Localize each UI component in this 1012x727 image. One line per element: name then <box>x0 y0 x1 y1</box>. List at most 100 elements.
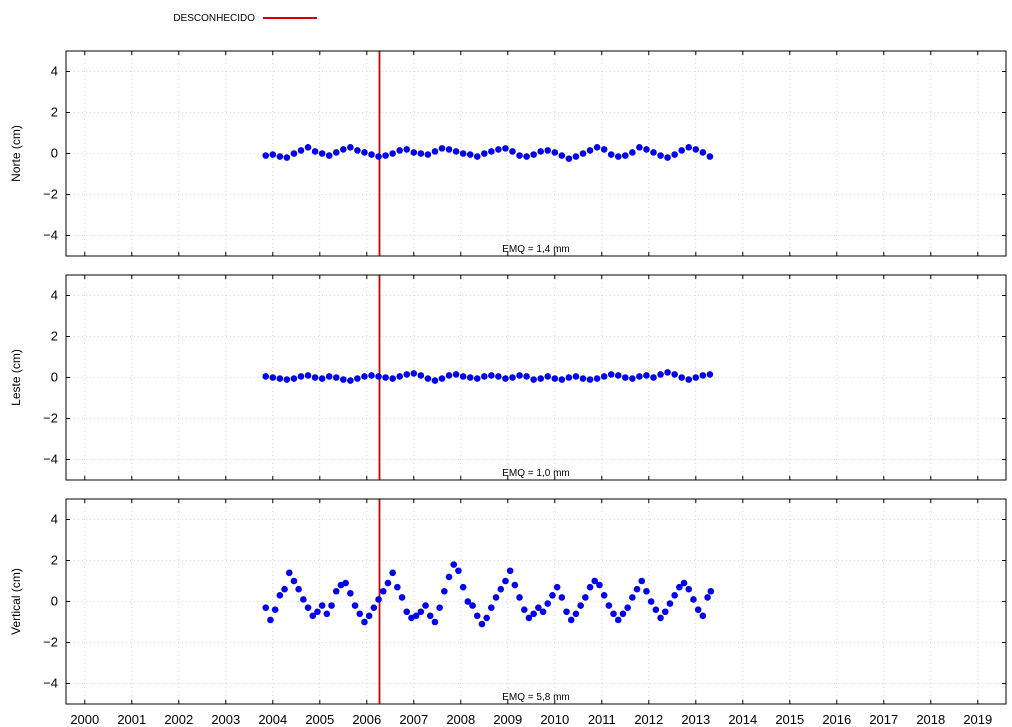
y-axis-label: Vertical (cm) <box>9 568 23 635</box>
data-point <box>417 608 425 616</box>
data-point <box>579 375 587 382</box>
x-tick-label: 2018 <box>916 712 945 727</box>
data-point <box>636 144 643 151</box>
data-point <box>692 374 700 381</box>
data-point <box>622 152 629 159</box>
data-point <box>699 612 707 620</box>
data-point <box>297 147 305 154</box>
data-point <box>553 583 561 591</box>
data-point <box>473 375 481 382</box>
data-point <box>516 372 523 379</box>
data-point <box>664 369 671 376</box>
data-point <box>403 608 411 616</box>
data-point <box>516 594 523 601</box>
data-point <box>285 569 293 577</box>
data-point <box>276 375 284 382</box>
data-point <box>572 153 580 160</box>
data-point <box>511 581 519 589</box>
data-point <box>466 151 474 158</box>
data-point <box>396 147 404 154</box>
data-point <box>431 618 439 626</box>
data-point <box>488 148 495 155</box>
data-point <box>530 151 537 158</box>
x-tick-label: 2004 <box>258 712 287 727</box>
data-point <box>356 610 364 618</box>
data-point <box>318 602 326 609</box>
data-point <box>544 600 552 607</box>
data-point <box>495 373 502 380</box>
data-point <box>558 594 566 601</box>
data-point <box>304 144 312 151</box>
x-tick-label: 2006 <box>352 712 381 727</box>
data-point <box>676 583 683 591</box>
y-tick-label: 2 <box>51 553 58 568</box>
data-point <box>704 594 711 601</box>
data-point <box>365 612 373 620</box>
x-tick-label: 2000 <box>70 712 99 727</box>
x-tick-label: 2005 <box>305 712 334 727</box>
data-point <box>325 152 333 159</box>
data-point <box>502 375 509 382</box>
data-point <box>311 374 319 381</box>
data-point <box>605 602 613 609</box>
x-tick-label: 2009 <box>493 712 522 727</box>
y-axis-label: Norte (cm) <box>9 125 23 182</box>
emq-label: EMQ = 1,4 mm <box>502 244 570 255</box>
data-point <box>469 602 476 609</box>
data-point <box>426 612 434 620</box>
data-point <box>706 153 714 160</box>
data-point <box>650 149 657 156</box>
data-point <box>671 592 678 599</box>
x-tick-label: 2003 <box>211 712 240 727</box>
data-point <box>685 376 693 383</box>
data-point <box>384 579 392 587</box>
x-tick-label: 2001 <box>117 712 146 727</box>
data-point <box>276 153 284 160</box>
data-point <box>436 604 443 611</box>
data-point <box>657 614 664 622</box>
data-point <box>537 375 544 382</box>
data-point <box>332 149 340 156</box>
data-point <box>262 152 270 159</box>
panel-norte: −4 −2 0 2 4 Norte (cm) EMQ = 1,4 mm <box>9 50 1007 257</box>
data-point <box>495 146 502 153</box>
data-point <box>323 610 331 618</box>
data-point <box>636 373 643 380</box>
data-point <box>304 372 312 379</box>
data-point <box>473 153 481 160</box>
data-point <box>706 371 714 378</box>
data-point <box>389 375 396 382</box>
data-point <box>671 371 678 378</box>
y-tick-label: 0 <box>51 146 58 161</box>
data-point <box>370 604 378 611</box>
data-point <box>509 374 516 381</box>
x-tick-label: 2012 <box>634 712 663 727</box>
data-point <box>445 146 453 153</box>
data-point <box>643 372 650 379</box>
data-point <box>678 374 685 381</box>
data-point <box>382 152 389 159</box>
data-point <box>502 577 509 585</box>
data-point <box>340 376 347 383</box>
data-point <box>488 604 495 611</box>
data-point <box>582 594 589 601</box>
x-tick-label: 2008 <box>446 712 475 727</box>
data-point <box>271 606 279 613</box>
data-point <box>707 587 715 595</box>
data-point <box>354 147 361 154</box>
x-tick-label: 2017 <box>869 712 898 727</box>
data-point <box>530 376 537 383</box>
panel-leste: −4 −2 0 2 4 Leste (cm) EMQ = 1,0 mm <box>9 274 1007 481</box>
x-axis-tick-labels: 2000 2001 2002 2003 2004 2005 2006 2007 2008 2009… <box>70 712 992 727</box>
data-point <box>438 375 446 382</box>
data-point <box>375 153 382 160</box>
data-point <box>633 585 641 593</box>
data-point <box>459 150 467 157</box>
data-point <box>492 594 500 601</box>
data-point <box>431 148 439 155</box>
emq-label: EMQ = 5,8 mm <box>502 692 570 703</box>
x-tick-label: 2014 <box>728 712 757 727</box>
data-point <box>694 606 702 613</box>
data-point <box>269 151 277 158</box>
data-point <box>347 377 354 384</box>
